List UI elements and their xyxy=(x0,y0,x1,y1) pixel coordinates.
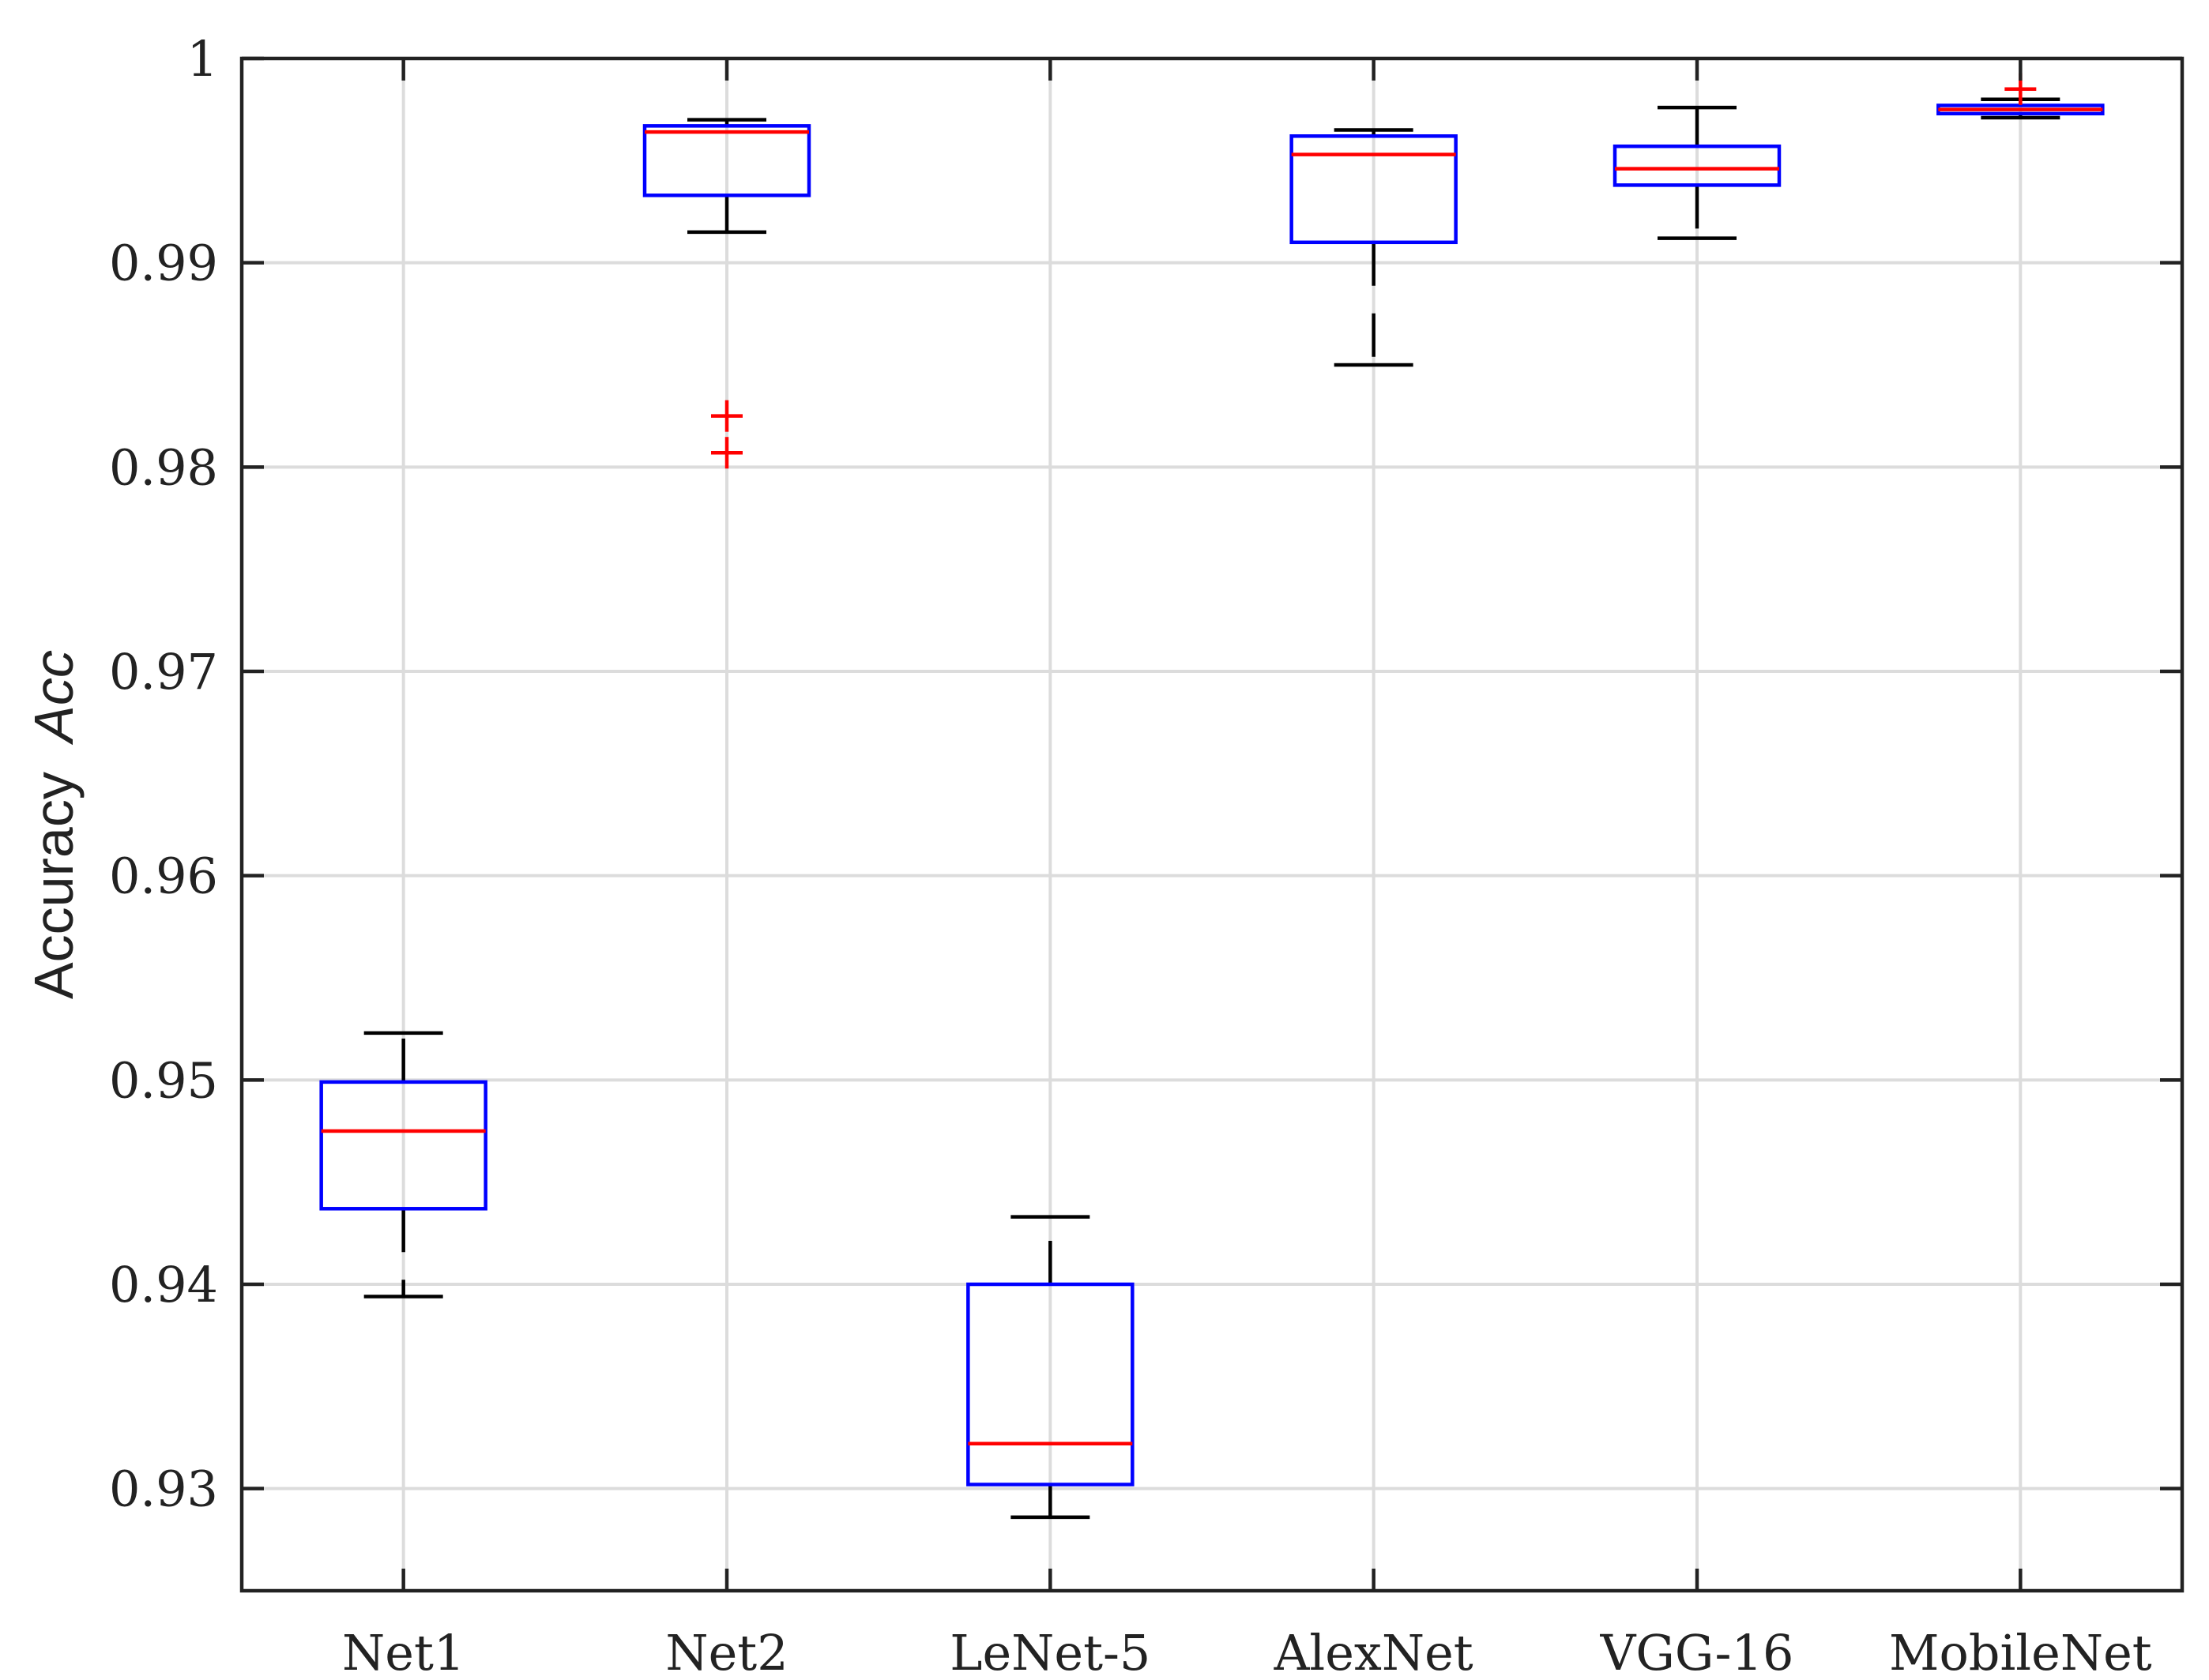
y-tick-label: 0.99 xyxy=(109,235,218,292)
grid-lines xyxy=(242,57,2182,1591)
x-tick-label: VGG-16 xyxy=(1600,1624,1794,1680)
x-tick-label: AlexNet xyxy=(1274,1624,1473,1680)
box-iqr xyxy=(319,1080,487,1211)
axis-ticks xyxy=(242,56,2182,1591)
y-axis-label-italic: Acc xyxy=(23,650,85,746)
x-tick-label: Net1 xyxy=(342,1624,465,1680)
y-tick-label: 0.94 xyxy=(109,1256,218,1314)
x-tick-label: MobileNet xyxy=(1889,1624,2152,1680)
x-tick-label: LeNet-5 xyxy=(950,1624,1150,1680)
box-group-net1 xyxy=(319,1031,487,1299)
y-axis-label: Accuracy Acc xyxy=(23,650,85,999)
box-plots xyxy=(319,73,2105,1520)
y-tick-label: 0.98 xyxy=(109,438,218,496)
box-group-alexnet xyxy=(1289,128,1458,367)
box-group-net2 xyxy=(642,118,811,469)
y-tick-label: 1 xyxy=(187,30,218,88)
box-iqr xyxy=(966,1282,1135,1486)
axis-labels: 0.93 0.94 0.95 0.96 0.97 0.98 0.99 1 Net1 Net2 LeN… xyxy=(109,30,2152,1680)
y-tick-label: 0.95 xyxy=(109,1051,218,1109)
y-tick-label: 0.93 xyxy=(109,1460,218,1518)
box-iqr xyxy=(642,124,811,197)
y-tick-label: 0.96 xyxy=(109,848,218,905)
x-tick-label: Net2 xyxy=(665,1624,788,1680)
outlier-marker xyxy=(711,437,743,469)
box-group-vgg-16 xyxy=(1613,105,1782,240)
box-iqr xyxy=(1289,134,1458,245)
box-iqr xyxy=(1613,144,1782,187)
y-axis-label-text: Accuracy xyxy=(23,772,85,999)
box-group-lenet-5 xyxy=(966,1215,1135,1520)
outlier-marker xyxy=(711,400,743,432)
y-tick-label: 0.97 xyxy=(109,643,218,701)
plot-frame xyxy=(239,56,2185,1593)
box-group-mobilenet xyxy=(1936,73,2105,120)
